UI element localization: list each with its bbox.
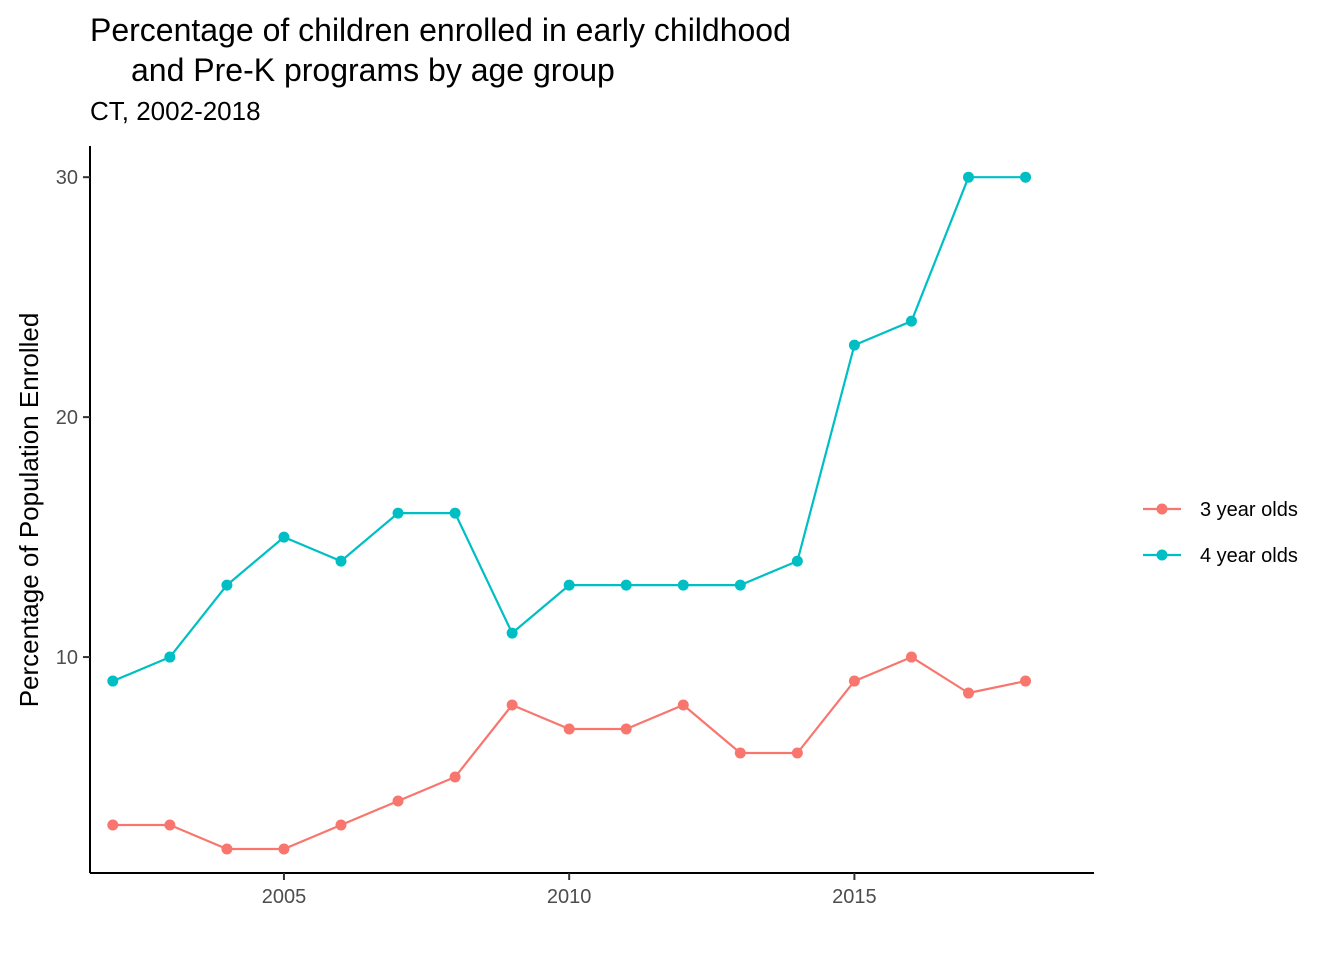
data-point xyxy=(1020,171,1032,183)
data-point xyxy=(221,579,233,591)
data-point xyxy=(107,819,119,831)
data-point xyxy=(335,819,347,831)
x-tick-label: 2005 xyxy=(262,886,307,908)
legend-item: 3 year olds xyxy=(1143,499,1298,521)
legend-key-point xyxy=(1156,503,1168,515)
data-point xyxy=(164,651,176,663)
legend: 3 year olds 4 year olds xyxy=(1143,499,1298,567)
data-point xyxy=(677,699,689,711)
y-axis-label: Percentage of Population Enrolled xyxy=(14,313,44,708)
data-point xyxy=(506,627,518,639)
chart-title-line-1: Percentage of children enrolled in early… xyxy=(90,12,791,48)
x-tick-label: 2010 xyxy=(547,886,592,908)
data-point xyxy=(563,723,575,735)
chart-title-line-2: and Pre-K programs by age group xyxy=(131,52,615,88)
data-point xyxy=(620,579,632,591)
legend-key-point xyxy=(1156,549,1168,561)
series-line xyxy=(112,176,1026,683)
y-tick-label: 20 xyxy=(56,407,78,429)
series-1 xyxy=(107,651,1032,855)
data-point xyxy=(221,843,233,855)
series-2 xyxy=(107,171,1032,687)
data-point xyxy=(963,171,974,183)
data-point xyxy=(392,507,404,519)
data-point xyxy=(278,531,290,543)
data-point xyxy=(905,315,917,327)
data-point xyxy=(791,747,803,759)
data-point xyxy=(506,699,518,711)
series-line xyxy=(112,655,1026,851)
data-point xyxy=(734,579,746,591)
legend-label: 4 year olds xyxy=(1200,545,1298,567)
chart-title: Percentage of children enrolled in early… xyxy=(90,10,791,90)
x-tick-label: 2015 xyxy=(832,886,877,908)
y-tick-label: 10 xyxy=(56,647,78,669)
data-point xyxy=(963,687,974,699)
data-point xyxy=(449,771,461,783)
data-point xyxy=(905,651,917,663)
data-point xyxy=(791,555,803,567)
data-point xyxy=(107,675,119,687)
legend-item: 4 year olds xyxy=(1143,545,1298,567)
data-point xyxy=(335,555,347,567)
data-point xyxy=(677,579,689,591)
data-point xyxy=(734,747,746,759)
legend-label: 3 year olds xyxy=(1200,499,1298,521)
data-point xyxy=(620,723,632,735)
data-point xyxy=(848,339,860,351)
data-point xyxy=(449,507,461,519)
data-point xyxy=(563,579,575,591)
series-layer xyxy=(107,171,1032,855)
data-point xyxy=(164,819,176,831)
data-point xyxy=(848,675,860,687)
data-point xyxy=(278,843,290,855)
chart-subtitle: CT, 2002-2018 xyxy=(90,96,261,126)
data-point xyxy=(392,795,404,807)
data-point xyxy=(1020,675,1032,687)
axes: 10 20 30 2005 2010 2015 xyxy=(56,146,1094,908)
y-tick-label: 30 xyxy=(56,167,78,189)
